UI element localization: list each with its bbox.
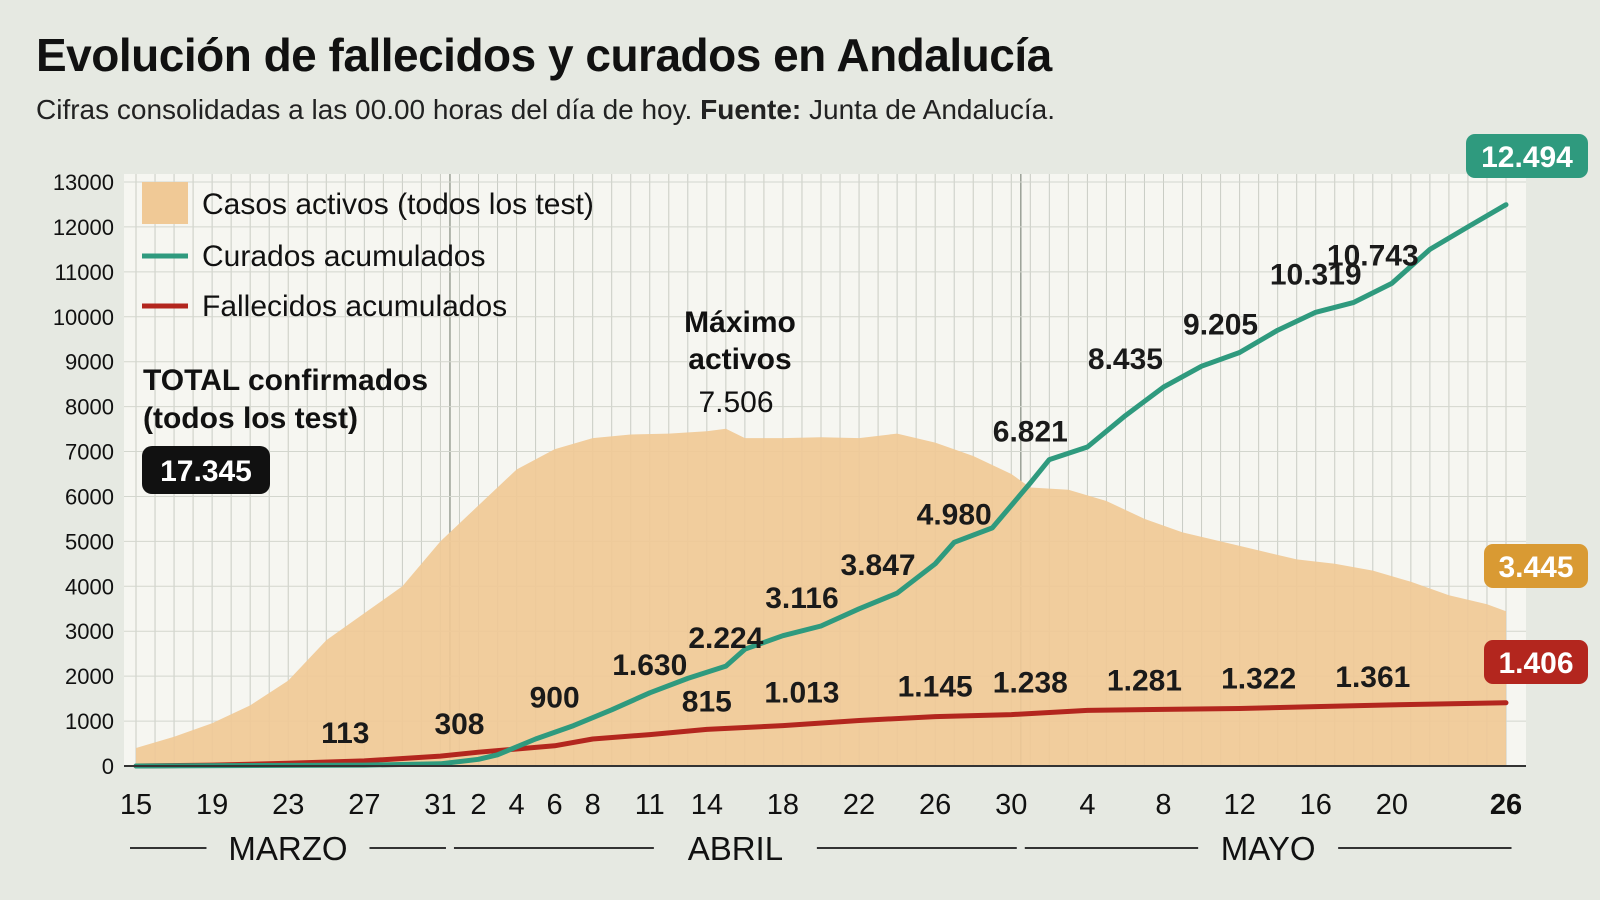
source-value: Junta de Andalucía. [809, 94, 1055, 125]
x-tick-label: 11 [635, 789, 665, 821]
y-tick-label: 13000 [53, 170, 114, 195]
subtitle-text: Cifras consolidadas a las 00.00 horas de… [36, 94, 693, 125]
x-tick-label: 2 [470, 789, 486, 821]
deaths-data-label: 1.013 [764, 676, 839, 709]
x-tick-label: 23 [272, 789, 304, 821]
deaths-line [133, 700, 1509, 769]
y-tick-label: 3000 [65, 619, 114, 644]
deaths-data-label: 1.361 [1335, 661, 1410, 694]
recovered-data-label: 10.319 [1270, 258, 1362, 291]
x-tick-label: 8 [585, 789, 601, 821]
legend-label-deaths: Fallecidos acumulados [202, 290, 507, 323]
active-cases-area [136, 428, 1506, 766]
deaths-data-label: 1.145 [898, 671, 973, 704]
y-tick-label: 6000 [65, 484, 114, 509]
x-tick-label: 4 [1079, 789, 1095, 821]
y-tick-label: 5000 [65, 529, 114, 554]
deaths-data-label: 815 [682, 685, 732, 718]
deaths-badge-value: 1.406 [1498, 647, 1573, 680]
y-tick-label: 1000 [65, 709, 114, 734]
recovered-data-label: 2.224 [688, 622, 763, 655]
legend-swatch-active [142, 182, 188, 224]
peak-value: 7.506 [698, 386, 773, 419]
y-tick-label: 2000 [65, 664, 114, 689]
month-label: ABRIL [688, 830, 783, 867]
deaths-data-label: 900 [530, 682, 580, 715]
source-label: Fuente: [700, 94, 802, 125]
y-tick-label: 7000 [65, 440, 114, 465]
x-tick-label: 18 [767, 789, 799, 821]
chart-title: Evolución de fallecidos y curados en And… [36, 29, 1052, 81]
x-tick-label: 14 [691, 789, 723, 821]
recovered-data-label: 3.847 [841, 549, 916, 582]
y-tick-label: 8000 [65, 395, 114, 420]
total-badge [142, 446, 270, 494]
x-tick-label: 12 [1223, 789, 1255, 821]
x-tick-label: 8 [1155, 789, 1171, 821]
deaths-data-label: 113 [321, 717, 369, 750]
x-tick-label: 19 [196, 789, 228, 821]
y-tick-label: 10000 [53, 305, 114, 330]
recovered-line [133, 202, 1509, 769]
recovered-data-label: 9.205 [1183, 308, 1258, 341]
axes-layer: 0 1000 2000 3000 4000 5000 6000 7000 8000 9000 100… [53, 170, 1526, 867]
x-tick-label: 4 [508, 789, 524, 821]
x-tick-label: 31 [424, 789, 456, 821]
total-label-line2: (todos los test) [143, 402, 358, 435]
legend-label-active: Casos activos (todos los test) [202, 188, 594, 221]
recovered-badge-value: 12.494 [1481, 141, 1573, 174]
deaths-data-label: 1.238 [993, 666, 1068, 699]
y-tick-label: 11000 [54, 260, 114, 285]
recovered-data-label: 6.821 [993, 416, 1068, 449]
x-tick-label: 6 [547, 789, 563, 821]
active-badge [1484, 544, 1588, 588]
x-tick-label: 22 [843, 789, 875, 821]
deaths-data-label: 1.281 [1107, 664, 1182, 697]
recovered-data-label: 3.116 [765, 582, 838, 615]
x-tick-label: 15 [120, 789, 152, 821]
x-tick-label: 16 [1300, 789, 1332, 821]
deaths-data-label: 308 [434, 708, 484, 741]
area-layer [136, 428, 1506, 766]
x-tick-label: 27 [348, 789, 380, 821]
recovered-data-label: 1.630 [612, 649, 687, 682]
legend-label-recovered: Curados acumulados [202, 240, 486, 273]
recovered-data-label: 4.980 [917, 498, 992, 531]
total-value: 17.345 [160, 455, 252, 488]
y-tick-label: 12000 [53, 215, 114, 240]
peak-label-line1: Máximo [684, 306, 796, 339]
y-tick-label: 0 [102, 754, 114, 779]
recovered-data-label: 10.743 [1327, 239, 1419, 272]
month-label: MARZO [228, 830, 347, 867]
y-tick-label: 9000 [65, 350, 114, 375]
lines-layer [133, 202, 1509, 769]
recovered-data-label: 8.435 [1088, 343, 1163, 376]
peak-label-line2: activos [688, 343, 791, 376]
x-tick-label: 20 [1376, 789, 1408, 821]
active-badge-value: 3.445 [1498, 551, 1573, 584]
y-tick-label: 4000 [65, 574, 114, 599]
x-tick-label: 26 [919, 789, 951, 821]
x-tick-label: 26 [1490, 789, 1522, 821]
deaths-badge [1484, 640, 1588, 684]
recovered-badge [1466, 134, 1588, 178]
deaths-data-label: 1.322 [1221, 663, 1296, 696]
month-label: MAYO [1221, 830, 1316, 867]
chart-subtitle: Cifras consolidadas a las 00.00 horas de… [36, 94, 1055, 126]
x-tick-label: 30 [995, 789, 1027, 821]
total-label-line1: TOTAL confirmados [143, 364, 428, 397]
